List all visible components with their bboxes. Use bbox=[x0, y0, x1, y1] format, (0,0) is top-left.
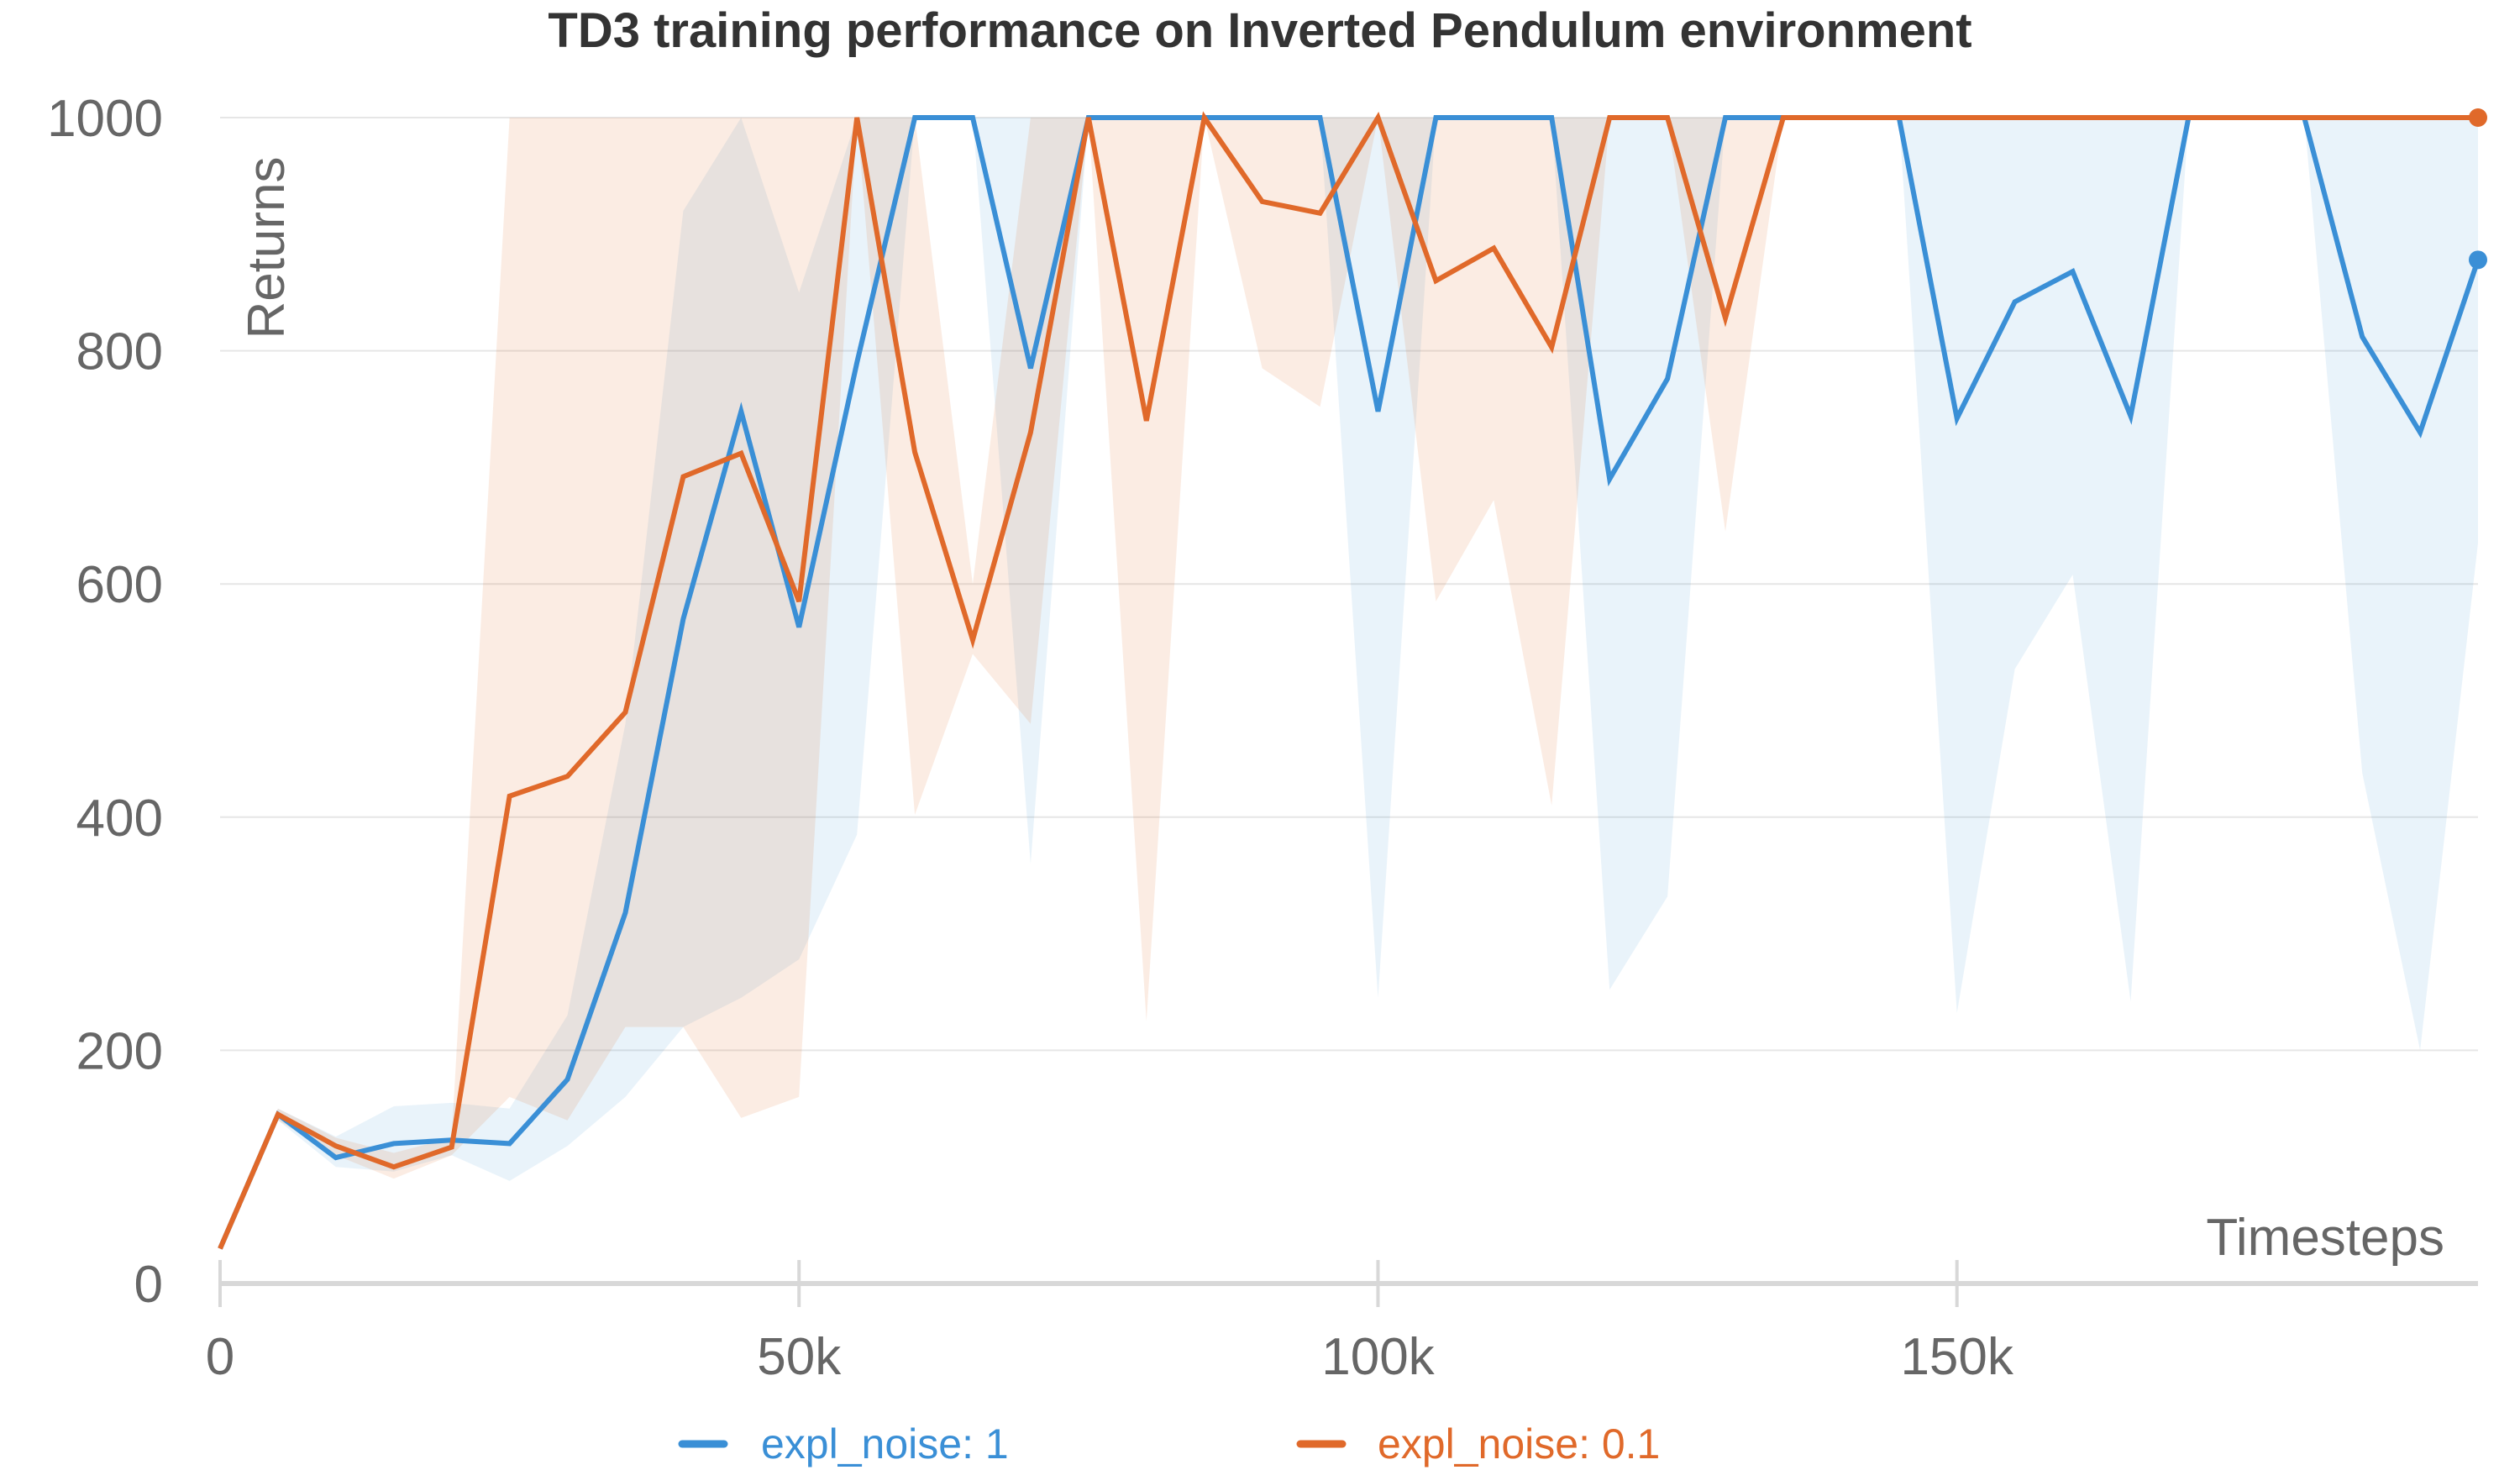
x-tick-label: 0 bbox=[206, 1328, 234, 1386]
series-lines bbox=[218, 108, 2487, 1250]
y-tick-label: 800 bbox=[76, 323, 163, 381]
y-tick-label: 200 bbox=[76, 1022, 163, 1080]
series-line-2 bbox=[218, 111, 2478, 1250]
confidence-band-1 bbox=[220, 118, 2478, 1249]
series-end-marker-2 bbox=[2469, 108, 2487, 127]
confidence-bands bbox=[220, 118, 2478, 1249]
legend: expl_noise: 1 expl_noise: 0.1 bbox=[678, 1420, 1660, 1467]
x-tick-label: 150k bbox=[1900, 1328, 2013, 1386]
legend-label-1[interactable]: expl_noise: 1 bbox=[761, 1420, 1009, 1467]
y-axis-label: Returns bbox=[238, 156, 296, 339]
x-axis-label: Timesteps bbox=[2206, 1209, 2444, 1267]
confidence-band-2 bbox=[220, 118, 2478, 1249]
y-tick-label: 1000 bbox=[47, 90, 163, 148]
y-tick-label: 0 bbox=[134, 1256, 163, 1314]
series-line-1 bbox=[218, 115, 2481, 1250]
y-tick-label: 600 bbox=[76, 556, 163, 614]
grid bbox=[220, 117, 2478, 1052]
y-tick-label: 400 bbox=[76, 790, 163, 848]
x-tick-label: 100k bbox=[1321, 1328, 1435, 1386]
chart-title: TD3 training performance on Inverted Pen… bbox=[548, 3, 1971, 58]
legend-label-2[interactable]: expl_noise: 0.1 bbox=[1378, 1420, 1660, 1467]
x-tick-label: 50k bbox=[757, 1328, 842, 1386]
axes: 0 200 400 600 800 1000 0 50k 100k 150k bbox=[47, 90, 2478, 1386]
series-end-marker-1 bbox=[2469, 250, 2487, 270]
